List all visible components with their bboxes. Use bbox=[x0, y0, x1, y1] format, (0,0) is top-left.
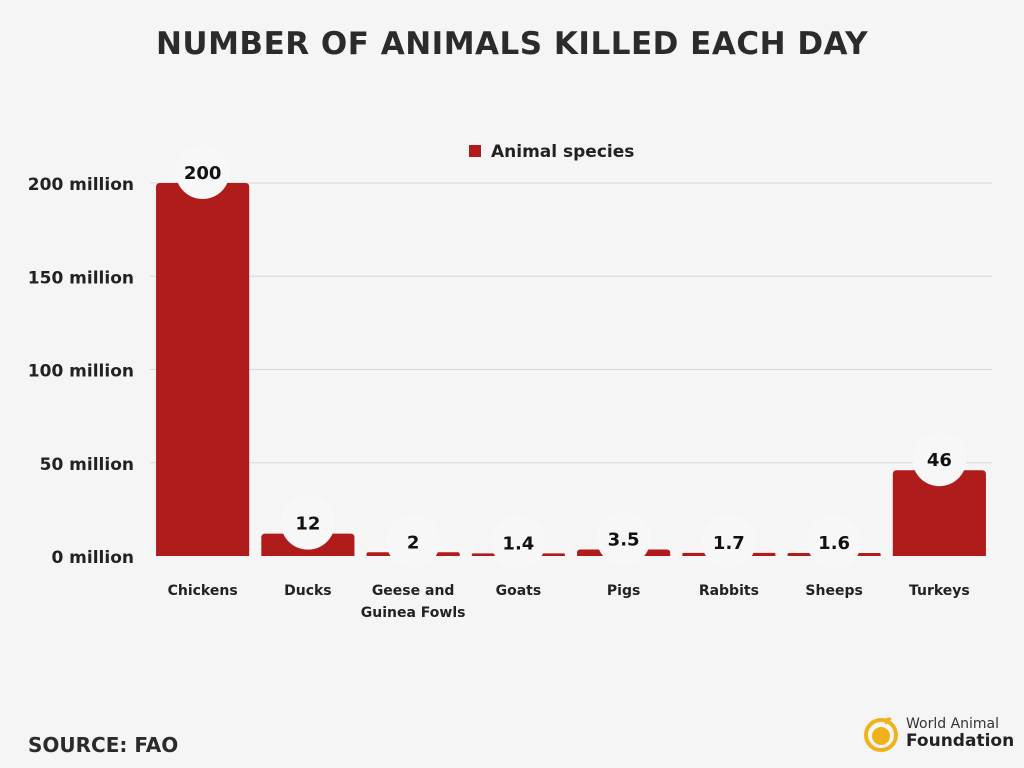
x-tick-label: Goats bbox=[496, 583, 542, 599]
legend-label: Animal species bbox=[491, 142, 634, 162]
data-label: 1.4 bbox=[502, 533, 534, 554]
x-tick-label: Geese and bbox=[372, 583, 455, 599]
logo-line1: World Animal bbox=[906, 716, 1000, 732]
y-tick-label: 0 million bbox=[51, 548, 134, 568]
data-label-background bbox=[386, 514, 441, 569]
y-tick-label: 200 million bbox=[28, 175, 134, 195]
chart-title: NUMBER OF ANIMALS KILLED EACH DAY bbox=[155, 26, 869, 62]
data-label: 46 bbox=[927, 450, 952, 471]
bar bbox=[156, 183, 250, 556]
data-label-background bbox=[807, 515, 862, 570]
logo: World Animal Foundation bbox=[862, 713, 1014, 753]
data-label: 1.7 bbox=[713, 533, 745, 554]
logo-icon bbox=[864, 717, 898, 752]
x-tick-label: Sheeps bbox=[805, 583, 862, 599]
data-label: 12 bbox=[295, 514, 320, 535]
bar bbox=[892, 470, 986, 556]
source-note: SOURCE: FAO bbox=[28, 733, 179, 757]
x-tick-label: Turkeys bbox=[909, 583, 970, 599]
data-label: 200 bbox=[184, 163, 222, 184]
y-tick-label: 50 million bbox=[40, 455, 134, 475]
x-tick-label: Chickens bbox=[168, 583, 238, 599]
data-label-background bbox=[491, 515, 546, 570]
data-label-background bbox=[596, 511, 651, 566]
legend-swatch bbox=[469, 145, 481, 157]
data-label-background bbox=[280, 495, 335, 550]
data-label: 3.5 bbox=[608, 529, 640, 550]
data-label-background bbox=[701, 514, 756, 569]
y-tick-label: 100 million bbox=[28, 362, 134, 382]
data-label: 2 bbox=[407, 532, 420, 553]
logo-line2: Foundation bbox=[906, 731, 1015, 751]
y-tick-label: 150 million bbox=[28, 268, 134, 288]
data-label: 1.6 bbox=[818, 533, 850, 554]
x-tick-label: Ducks bbox=[284, 583, 332, 599]
data-label-background bbox=[912, 432, 967, 487]
x-tick-label: Rabbits bbox=[699, 583, 759, 599]
x-tick-label: Guinea Fowls bbox=[361, 605, 466, 621]
x-tick-label: Pigs bbox=[607, 583, 640, 599]
data-label-background bbox=[175, 145, 230, 199]
